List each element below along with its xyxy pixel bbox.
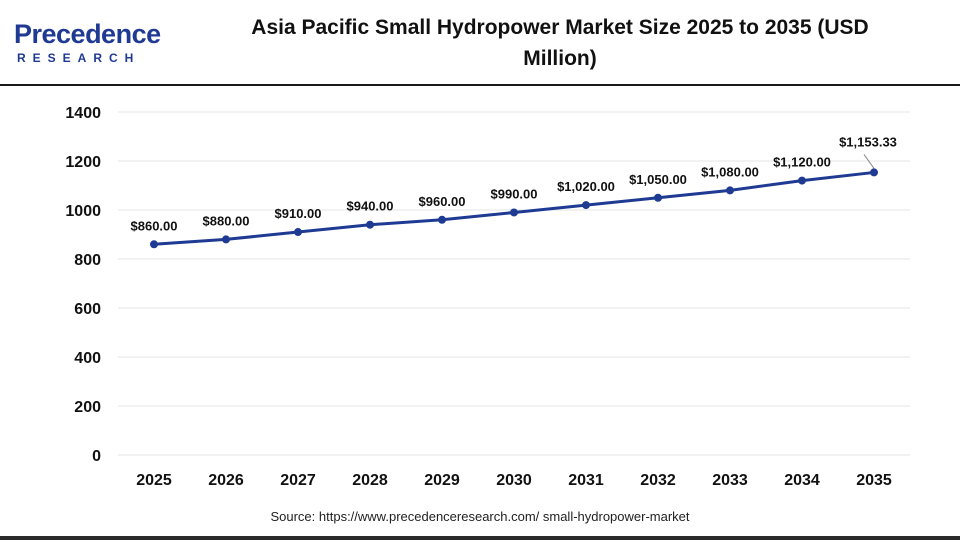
- x-tick-label: 2031: [568, 472, 604, 489]
- data-point: [510, 208, 518, 217]
- data-label: $860.00: [131, 218, 178, 233]
- y-tick-label: 800: [74, 252, 101, 269]
- logo-wordmark: Precedence: [14, 19, 161, 49]
- data-point: [438, 215, 446, 224]
- data-label: $910.00: [275, 206, 322, 221]
- bottom-divider: [0, 536, 960, 540]
- data-point: [654, 193, 662, 202]
- x-tick-label: 2032: [640, 472, 676, 489]
- data-label: $1,050.00: [629, 172, 687, 187]
- data-point: [798, 176, 806, 185]
- y-tick-label: 1000: [65, 203, 101, 220]
- data-point: [726, 186, 734, 195]
- x-tick-label: 2034: [784, 472, 820, 489]
- y-tick-label: 1400: [65, 105, 101, 122]
- label-leader-line: [863, 154, 875, 169]
- data-label: $940.00: [347, 199, 394, 214]
- data-point: [582, 201, 590, 210]
- data-label: $1,020.00: [557, 179, 615, 194]
- header: Precedence RESEARCH Asia Pacific Small H…: [0, 0, 960, 84]
- x-tick-label: 2033: [712, 472, 748, 489]
- data-point: [222, 235, 230, 244]
- x-tick-label: 2027: [280, 472, 316, 489]
- precedence-research-logo: Precedence RESEARCH: [14, 18, 164, 66]
- y-tick-label: 600: [74, 301, 101, 318]
- logo-subtitle: RESEARCH: [17, 51, 141, 65]
- line-chart: 0 200 400 600 800 1000 1200 1400 2025 2026 2027 202…: [65, 105, 910, 489]
- y-tick-label: 400: [74, 350, 101, 367]
- x-tick-label: 2025: [136, 472, 172, 489]
- x-tick-label: 2035: [856, 472, 892, 489]
- data-point: [150, 240, 158, 249]
- data-label: $1,080.00: [701, 164, 759, 179]
- x-tick-label: 2029: [424, 472, 460, 489]
- y-tick-label: 200: [74, 399, 101, 416]
- data-label: $1,120.00: [773, 155, 831, 170]
- data-label: $960.00: [419, 194, 466, 209]
- data-point: [870, 168, 878, 177]
- series-line: [153, 170, 875, 246]
- data-point: [366, 220, 374, 229]
- data-point: [294, 228, 302, 237]
- y-tick-label: 0: [92, 448, 101, 465]
- chart-title: Asia Pacific Small Hydropower Market Siz…: [251, 16, 869, 70]
- data-label: $880.00: [203, 213, 250, 228]
- y-tick-label: 1200: [65, 154, 101, 171]
- x-tick-label: 2030: [496, 472, 532, 489]
- data-label: $990.00: [491, 186, 538, 201]
- x-tick-label: 2028: [352, 472, 388, 489]
- x-tick-label: 2026: [208, 472, 244, 489]
- header-divider: [0, 84, 960, 86]
- data-label: $1,153.33: [839, 134, 897, 149]
- source-note: Source: https://www.precedenceresearch.c…: [270, 509, 690, 524]
